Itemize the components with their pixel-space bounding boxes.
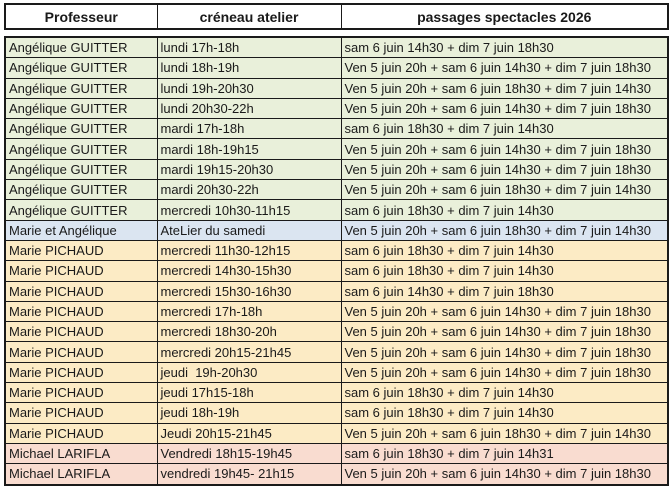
- cell-creneau: mardi 18h-19h15: [156, 138, 342, 160]
- table-row: Angélique GUITTER lundi 19h-20h30 Ven 5 ju…: [4, 77, 669, 99]
- schedule-header-table: Professeur créneau atelier passages spec…: [4, 3, 669, 30]
- table-row: Angélique GUITTER lundi 18h-19h Ven 5 juin…: [4, 57, 669, 79]
- cell-passages: sam 6 juin 18h30 + dim 7 juin 14h31: [340, 442, 669, 465]
- cell-passages: sam 6 juin 18h30 + dim 7 juin 14h30: [340, 260, 669, 282]
- cell-creneau: mardi 20h30-22h: [156, 179, 342, 201]
- table-row: Angélique GUITTER mercredi 10h30-11h15 sam…: [4, 199, 669, 221]
- cell-creneau: jeudi 19h-20h30: [156, 361, 342, 384]
- cell-creneau: mercredi 11h30-12h15: [156, 239, 342, 262]
- cell-passages: sam 6 juin 14h30 + dim 7 juin 18h30: [340, 280, 669, 302]
- cell-professeur: Marie PICHAUD: [4, 402, 158, 424]
- cell-creneau: mercredi 10h30-11h15: [156, 199, 342, 221]
- cell-passages: Ven 5 juin 20h + sam 6 juin 18h30 + dim …: [340, 179, 669, 201]
- cell-professeur: Angélique GUITTER: [4, 36, 158, 59]
- cell-creneau: mercredi 15h30-16h30: [156, 280, 342, 302]
- table-row: Marie PICHAUD Jeudi 20h15-21h45 Ven 5 juin…: [4, 422, 669, 444]
- cell-passages: Ven 5 juin 20h + sam 6 juin 14h30 + dim …: [340, 138, 669, 160]
- cell-passages: Ven 5 juin 20h + sam 6 juin 14h30 + dim …: [340, 321, 669, 343]
- cell-passages: Ven 5 juin 20h + sam 6 juin 14h30 + dim …: [340, 158, 669, 181]
- cell-professeur: Marie PICHAUD: [4, 341, 158, 363]
- cell-professeur: Marie et Angélique: [4, 219, 158, 241]
- table-row: Marie PICHAUD mercredi 17h-18h Ven 5 juin …: [4, 300, 669, 323]
- cell-passages: Ven 5 juin 20h + sam 6 juin 14h30 + dim …: [340, 57, 669, 79]
- cell-passages: sam 6 juin 18h30 + dim 7 juin 14h30: [340, 402, 669, 424]
- cell-professeur: Marie PICHAUD: [4, 260, 158, 282]
- cell-creneau: lundi 18h-19h: [156, 57, 342, 79]
- cell-professeur: Marie PICHAUD: [4, 239, 158, 262]
- cell-creneau: vendredi 19h45- 21h15: [156, 463, 342, 486]
- cell-passages: Ven 5 juin 20h + sam 6 juin 14h30 + dim …: [340, 361, 669, 384]
- cell-creneau: lundi 17h-18h: [156, 36, 342, 59]
- cell-professeur: Marie PICHAUD: [4, 280, 158, 302]
- cell-creneau: mercredi 17h-18h: [156, 300, 342, 323]
- cell-creneau: mercredi 14h30-15h30: [156, 260, 342, 282]
- cell-passages: sam 6 juin 14h30 + dim 7 juin 18h30: [340, 36, 669, 59]
- schedule-table-body: Angélique GUITTER lundi 17h-18h sam 6 juin…: [4, 36, 669, 486]
- cell-passages: sam 6 juin 18h30 + dim 7 juin 14h30: [340, 382, 669, 404]
- cell-creneau: mardi 17h-18h: [156, 118, 342, 140]
- schedule-table: Angélique GUITTER lundi 17h-18h sam 6 juin…: [4, 36, 669, 486]
- cell-professeur: Marie PICHAUD: [4, 361, 158, 384]
- cell-professeur: Angélique GUITTER: [4, 199, 158, 221]
- cell-professeur: Angélique GUITTER: [4, 97, 158, 120]
- cell-professeur: Angélique GUITTER: [4, 77, 158, 99]
- cell-professeur: Marie PICHAUD: [4, 300, 158, 323]
- cell-passages: sam 6 juin 18h30 + dim 7 juin 14h30: [340, 239, 669, 262]
- cell-creneau: mercredi 18h30-20h: [156, 321, 342, 343]
- cell-passages: Ven 5 juin 20h + sam 6 juin 18h30 + dim …: [340, 219, 669, 241]
- cell-passages: Ven 5 juin 20h + sam 6 juin 14h30 + dim …: [340, 97, 669, 120]
- cell-passages: Ven 5 juin 20h + sam 6 juin 14h30 + dim …: [340, 341, 669, 363]
- table-row: Marie PICHAUD mercredi 14h30-15h30 sam 6 j…: [4, 260, 669, 282]
- table-row: Angélique GUITTER mardi 20h30-22h Ven 5 ju…: [4, 179, 669, 201]
- cell-professeur: Michael LARIFLA: [4, 442, 158, 465]
- cell-professeur: Angélique GUITTER: [4, 138, 158, 160]
- table-row: Michael LARIFLA vendredi 19h45- 21h15 Ven …: [4, 463, 669, 486]
- col-header-professeur: Professeur: [4, 3, 158, 30]
- table-row: Michael LARIFLA Vendredi 18h15-19h45 sam 6…: [4, 442, 669, 465]
- table-row: Marie et Angélique AteLier du samedi Ven 5…: [4, 219, 669, 241]
- cell-creneau: jeudi 18h-19h: [156, 402, 342, 424]
- cell-passages: sam 6 juin 18h30 + dim 7 juin 14h30: [340, 199, 669, 221]
- table-row: Angélique GUITTER lundi 17h-18h sam 6 juin…: [4, 36, 669, 59]
- table-row: Angélique GUITTER mardi 19h15-20h30 Ven 5 …: [4, 158, 669, 181]
- cell-professeur: Marie PICHAUD: [4, 422, 158, 444]
- table-row: Angélique GUITTER mardi 17h-18h sam 6 juin…: [4, 118, 669, 140]
- cell-professeur: Angélique GUITTER: [4, 158, 158, 181]
- cell-creneau: Vendredi 18h15-19h45: [156, 442, 342, 465]
- table-row: Angélique GUITTER mardi 18h-19h15 Ven 5 ju…: [4, 138, 669, 160]
- cell-creneau: jeudi 17h15-18h: [156, 382, 342, 404]
- table-row: Marie PICHAUD mercredi 20h15-21h45 Ven 5 j…: [4, 341, 669, 363]
- cell-passages: Ven 5 juin 20h + sam 6 juin 18h30 + dim …: [340, 422, 669, 444]
- cell-passages: Ven 5 juin 20h + sam 6 juin 14h30 + dim …: [340, 463, 669, 486]
- cell-professeur: Marie PICHAUD: [4, 321, 158, 343]
- table-row: Marie PICHAUD mercredi 15h30-16h30 sam 6 j…: [4, 280, 669, 302]
- table-row: Angélique GUITTER lundi 20h30-22h Ven 5 ju…: [4, 97, 669, 120]
- cell-professeur: Angélique GUITTER: [4, 179, 158, 201]
- cell-passages: Ven 5 juin 20h + sam 6 juin 14h30 + dim …: [340, 300, 669, 323]
- cell-creneau: Jeudi 20h15-21h45: [156, 422, 342, 444]
- col-header-creneau-atelier: créneau atelier: [156, 3, 342, 30]
- table-row: Marie PICHAUD jeudi 17h15-18h sam 6 juin 1…: [4, 382, 669, 404]
- cell-professeur: Marie PICHAUD: [4, 382, 158, 404]
- cell-passages: Ven 5 juin 20h + sam 6 juin 18h30 + dim …: [340, 77, 669, 99]
- table-row: Marie PICHAUD jeudi 19h-20h30 Ven 5 juin 2…: [4, 361, 669, 384]
- cell-creneau: mardi 19h15-20h30: [156, 158, 342, 181]
- header-row: Professeur créneau atelier passages spec…: [4, 3, 669, 30]
- cell-professeur: Michael LARIFLA: [4, 463, 158, 486]
- cell-professeur: Angélique GUITTER: [4, 118, 158, 140]
- cell-creneau: lundi 19h-20h30: [156, 77, 342, 99]
- table-row: Marie PICHAUD mercredi 11h30-12h15 sam 6 j…: [4, 239, 669, 262]
- cell-creneau: AteLier du samedi: [156, 219, 342, 241]
- cell-passages: sam 6 juin 18h30 + dim 7 juin 14h30: [340, 118, 669, 140]
- table-row: Marie PICHAUD jeudi 18h-19h sam 6 juin 18h…: [4, 402, 669, 424]
- cell-creneau: mercredi 20h15-21h45: [156, 341, 342, 363]
- cell-creneau: lundi 20h30-22h: [156, 97, 342, 120]
- table-row: Marie PICHAUD mercredi 18h30-20h Ven 5 jui…: [4, 321, 669, 343]
- col-header-passages-spectacles: passages spectacles 2026: [340, 3, 669, 30]
- cell-professeur: Angélique GUITTER: [4, 57, 158, 79]
